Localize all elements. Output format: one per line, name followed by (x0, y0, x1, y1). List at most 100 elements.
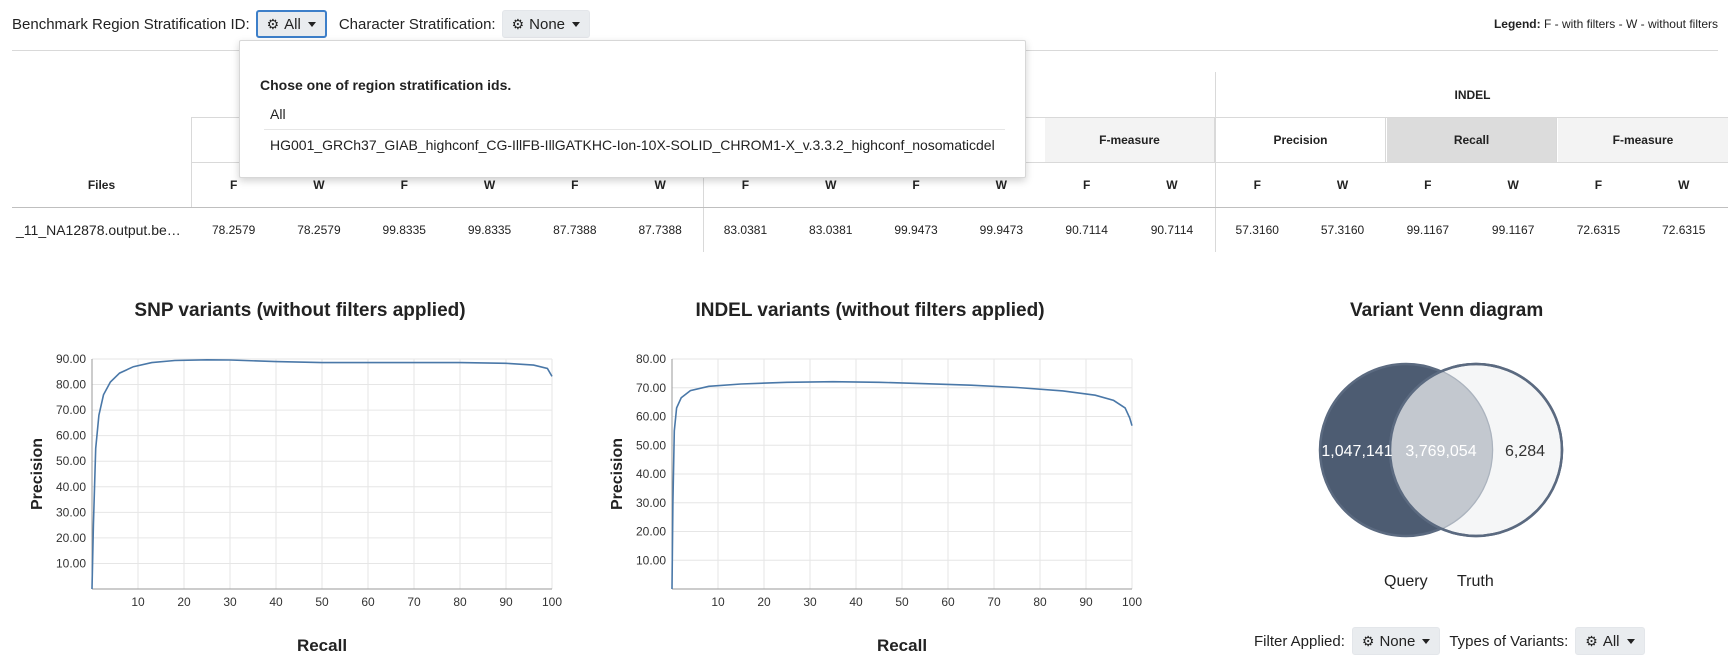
series-line[interactable] (91, 358, 553, 590)
table-cell: 57.3160 (1235, 223, 1279, 237)
series-line[interactable] (671, 380, 1133, 590)
indel-chart-title: INDEL variants (without filters applied) (695, 300, 1045, 321)
dropdown-header: Chose one of region stratification ids. (260, 77, 512, 93)
table-cell: 87.7388 (553, 223, 597, 237)
types-of-variants-button[interactable]: ⚙ All (1575, 627, 1645, 655)
table-cell: 99.1167 (1406, 223, 1450, 237)
metric-header-precision: Precision (1216, 118, 1386, 162)
sub-header-w: W (1166, 177, 1178, 192)
venn-query-label: Query (1384, 573, 1428, 590)
venn-truth-only-count: 6,284 (1505, 443, 1545, 460)
caret-down-icon (1626, 638, 1635, 644)
y-tick-label: 40.00 (56, 480, 86, 494)
table-cell: 72.6315 (1576, 223, 1621, 237)
gear-icon: ⚙ (511, 16, 525, 32)
table-cell: 87.7388 (638, 223, 682, 237)
plot-area: 10.00 20.00 30.00 40.00 50.00 60.00 70.00 80.00… (29, 352, 562, 655)
table-cell: 99.8335 (382, 223, 426, 237)
x-tick-label: 20 (177, 595, 191, 609)
sub-header-f: F (229, 177, 238, 192)
sub-header-w: W (654, 177, 666, 192)
x-tick-label: 20 (757, 595, 771, 609)
file-name-cell[interactable]: _11_NA12878.output.be… (16, 222, 181, 238)
filter-applied-value: None (1379, 632, 1416, 650)
caret-down-icon (307, 21, 316, 27)
x-tick-label: 30 (803, 595, 817, 609)
caret-down-icon (1422, 638, 1431, 644)
x-tick-label: 80 (453, 595, 467, 609)
table-cell: 83.0381 (809, 223, 853, 237)
group-divider (703, 117, 704, 252)
venn-query-only-count: 1,047,141 (1321, 443, 1392, 460)
venn-truth-label: Truth (1457, 573, 1494, 590)
character-stratification-value: None (529, 15, 565, 33)
x-tick-label: 50 (315, 595, 329, 609)
x-tick-label: 70 (987, 595, 1001, 609)
gear-icon: ⚙ (1585, 633, 1598, 649)
caret-down-icon (572, 21, 580, 27)
y-tick-label: 30.00 (56, 505, 86, 519)
table-cell: 90.7114 (1150, 223, 1194, 237)
x-tick-label: 40 (269, 595, 283, 609)
table-cell: 99.8335 (467, 223, 512, 237)
table-cell: 83.0381 (723, 223, 768, 237)
venn-title: Variant Venn diagram (1350, 300, 1544, 321)
stratification-toolbar: Benchmark Region Stratification ID: ⚙ Al… (12, 10, 590, 38)
legend-label: Legend: (1493, 17, 1541, 31)
metric-header-fmeasure-indel: F-measure (1558, 118, 1728, 162)
y-tick-label: 80.00 (636, 352, 666, 366)
y-tick-label: 70.00 (56, 403, 86, 417)
x-tick-label: 10 (131, 595, 145, 609)
x-tick-label: 100 (1122, 595, 1142, 609)
sub-header-f: F (1253, 177, 1261, 192)
y-tick-label: 50.00 (56, 454, 86, 468)
legend-text: F - with filters - W - without filters (1543, 17, 1718, 31)
x-tick-label: 60 (941, 595, 955, 609)
dropdown-option-all[interactable]: All (270, 106, 286, 122)
sub-header-w: W (1336, 177, 1349, 192)
y-tick-label: 30.00 (636, 496, 666, 510)
y-tick-label: 90.00 (56, 352, 86, 366)
x-tick-label: 70 (407, 595, 421, 609)
results-table: INDEL F-measure Precision Recall F-measu… (12, 72, 1728, 252)
row-divider (12, 207, 1728, 208)
sub-header-w: W (313, 177, 325, 192)
gear-icon: ⚙ (1361, 633, 1375, 649)
x-axis-label: Recall (877, 636, 927, 655)
character-stratification-button[interactable]: ⚙ None (501, 10, 590, 38)
files-header: Files (87, 177, 116, 192)
y-tick-label: 20.00 (56, 531, 86, 545)
group-header-indel: INDEL (1454, 87, 1491, 102)
dropdown-option-hg001[interactable]: HG001_GRCh37_GIAB_highconf_CG-IllFB-IllG… (270, 137, 995, 153)
x-tick-label: 60 (361, 595, 375, 609)
snp-chart: 10.00 20.00 30.00 40.00 50.00 60.00 70.00 80.00… (29, 352, 562, 655)
x-tick-label: 10 (711, 595, 725, 609)
x-tick-label: 100 (542, 595, 562, 609)
legend: Legend: F - with filters - W - without f… (1494, 17, 1718, 31)
region-stratification-button[interactable]: ⚙ All (255, 10, 327, 38)
table-cell: 57.3160 (1320, 223, 1365, 237)
sub-header-f: F (741, 177, 750, 192)
dropdown-separator (264, 129, 1005, 130)
plot-area: 10.00 20.00 30.00 40.00 50.00 60.00 70.00 80.00… (609, 352, 1142, 655)
x-axis-label: Recall (297, 636, 347, 655)
x-tick-label: 30 (223, 595, 237, 609)
filter-applied-label: Filter Applied: (1254, 632, 1345, 650)
metric-header-recall: Recall (1387, 118, 1557, 162)
y-tick-label: 70.00 (636, 381, 666, 395)
sub-header-w: W (483, 177, 496, 192)
types-of-variants-value: All (1602, 632, 1620, 650)
sub-header-f: F (912, 177, 920, 192)
x-tick-label: 50 (895, 595, 909, 609)
table-cell: 90.7114 (1065, 223, 1108, 237)
region-stratification-value: All (284, 15, 301, 33)
y-tick-label: 10.00 (636, 553, 666, 567)
filter-applied-button[interactable]: ⚙ None (1351, 627, 1441, 655)
snp-chart-title: SNP variants (without filters applied) (134, 300, 466, 321)
region-stratification-dropdown: Chose one of region stratification ids. … (239, 40, 1026, 178)
table-cell: 99.9473 (979, 223, 1024, 237)
venn-intersection-area[interactable] (1390, 364, 1562, 536)
venn-truth-outline (1388, 362, 1564, 538)
y-axis-label: Precision (609, 438, 626, 510)
y-tick-label: 60.00 (56, 429, 86, 443)
